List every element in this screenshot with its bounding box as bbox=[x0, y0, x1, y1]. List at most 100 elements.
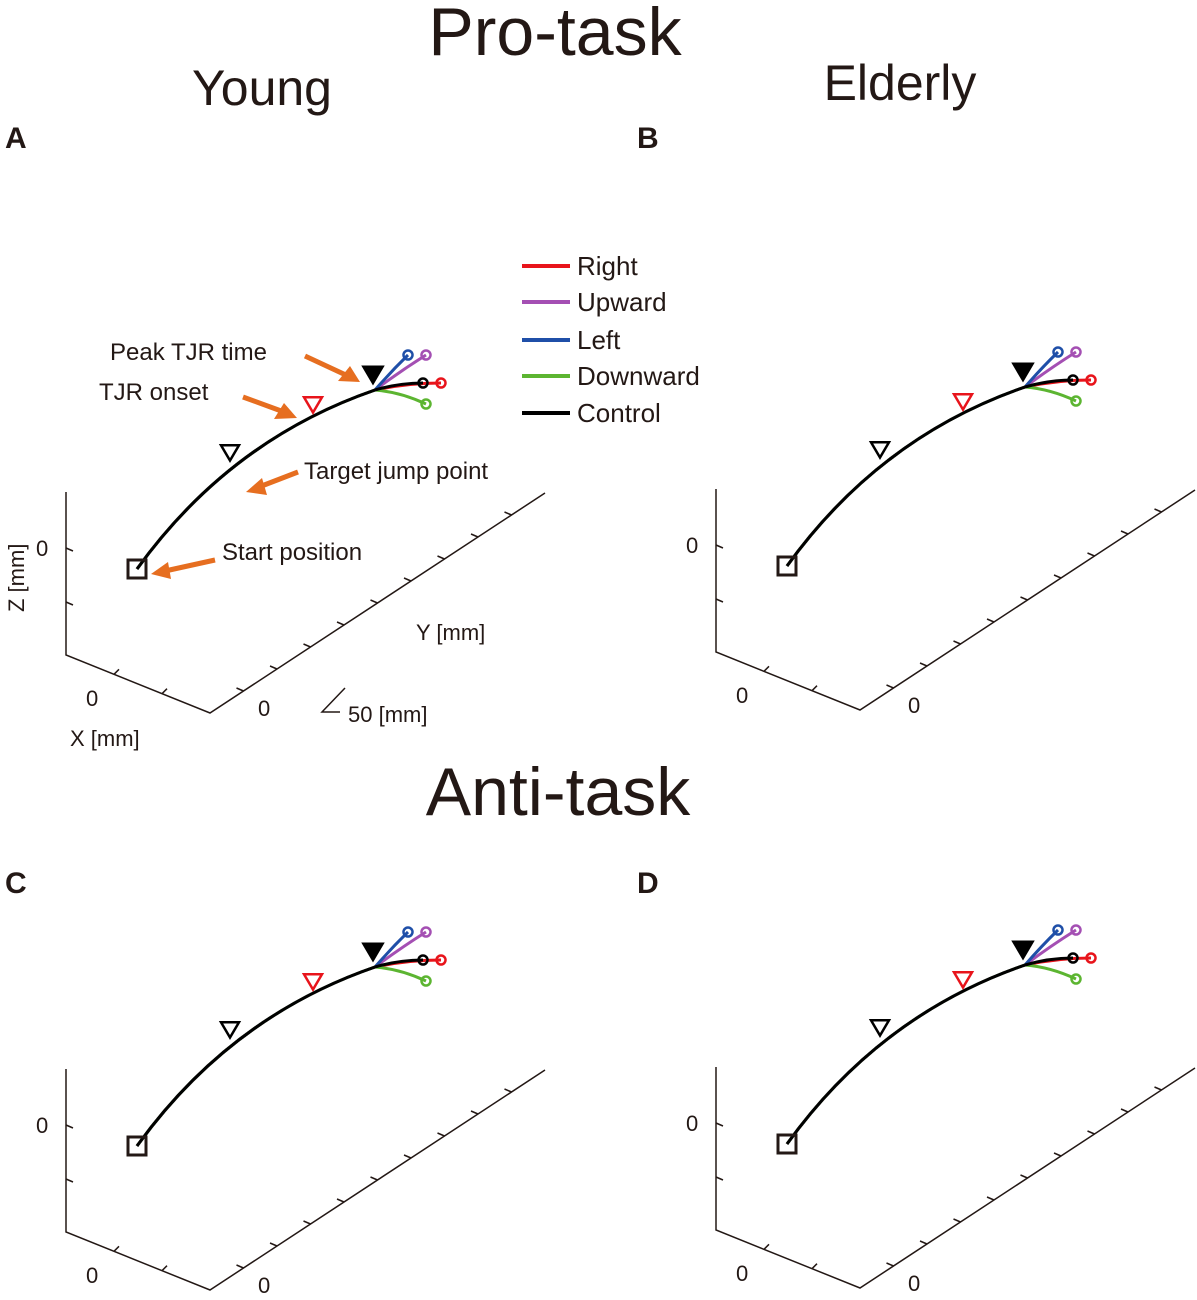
axis-frame bbox=[715, 489, 1196, 711]
arrow-peak-tjr bbox=[303, 353, 350, 379]
endpoint-right bbox=[1085, 952, 1097, 964]
trajectory-right bbox=[135, 958, 442, 1147]
trajectory-control bbox=[135, 381, 424, 570]
z-tick bbox=[65, 547, 74, 552]
z-tick bbox=[715, 598, 724, 603]
y-tick bbox=[1020, 1174, 1028, 1179]
trajectory-downward bbox=[785, 963, 1077, 1145]
panel-c-plot: 0 0 0 bbox=[36, 926, 546, 1298]
marker-tjr-onset bbox=[951, 971, 975, 991]
x-tick bbox=[811, 685, 818, 692]
y-tick bbox=[986, 618, 995, 623]
legend-label-left: Left bbox=[577, 325, 621, 355]
y-axis-label: Y [mm] bbox=[416, 620, 485, 645]
y-tick bbox=[403, 1154, 412, 1159]
endpoint-control bbox=[1067, 374, 1079, 386]
arrowhead-tjr-onset bbox=[274, 403, 297, 419]
x-tick bbox=[161, 1265, 168, 1272]
endpoint-left bbox=[402, 926, 414, 938]
z-tick bbox=[715, 1122, 724, 1127]
y-tick bbox=[437, 1132, 445, 1137]
y-tick bbox=[403, 577, 412, 582]
legend-label-downward: Downward bbox=[577, 361, 700, 391]
marker-target-jump bbox=[218, 1021, 242, 1041]
x-tick bbox=[113, 1245, 120, 1252]
trajectories-c bbox=[135, 926, 447, 1147]
annotation-target-jump: Target jump point bbox=[304, 458, 488, 485]
arrowhead-peak-tjr bbox=[338, 366, 360, 382]
endpoint-left bbox=[1052, 346, 1064, 358]
y-tick bbox=[370, 599, 378, 604]
endpoint-upward bbox=[1070, 924, 1082, 936]
y-tick bbox=[1120, 1108, 1129, 1113]
marker-target-jump bbox=[868, 441, 892, 461]
marker-peak-tjr bbox=[361, 942, 385, 963]
endpoint-downward bbox=[420, 975, 432, 987]
marker-peak-tjr bbox=[1011, 940, 1035, 961]
legend: Right Upward Left Downward Control bbox=[522, 251, 700, 428]
trajectory-downward bbox=[135, 965, 427, 1147]
y-tick bbox=[886, 684, 894, 689]
arrowhead-start-position bbox=[151, 562, 171, 579]
y-tick-label-zero: 0 bbox=[908, 1271, 920, 1296]
x-tick bbox=[161, 688, 168, 695]
trajectory-left bbox=[135, 930, 410, 1147]
endpoint-downward bbox=[1070, 973, 1082, 985]
y-tick-label-zero: 0 bbox=[908, 693, 920, 718]
z-tick bbox=[65, 601, 74, 606]
panel-b-plot: 0 0 0 bbox=[686, 346, 1196, 718]
trajectories-b bbox=[785, 346, 1097, 567]
axis-frame bbox=[65, 492, 546, 714]
y-tick bbox=[1053, 1152, 1062, 1157]
axis-frame bbox=[65, 1069, 546, 1291]
young-column-title: Young bbox=[192, 60, 332, 116]
y-tick bbox=[886, 1262, 894, 1267]
legend-label-upward: Upward bbox=[577, 287, 667, 317]
anti-task-title: Anti-task bbox=[426, 754, 692, 830]
scale-bar bbox=[320, 687, 346, 713]
panel-letter-a: A bbox=[5, 122, 27, 155]
y-tick bbox=[1053, 574, 1062, 579]
y-tick bbox=[1154, 508, 1162, 513]
y-tick bbox=[470, 1110, 479, 1115]
trajectory-control bbox=[785, 956, 1074, 1145]
endpoint-upward bbox=[420, 349, 432, 361]
x-tick-label-zero: 0 bbox=[736, 683, 748, 708]
endpoint-right bbox=[1085, 374, 1097, 386]
x-tick-label-zero: 0 bbox=[86, 686, 98, 711]
axes-c: 0 0 0 bbox=[36, 1069, 546, 1298]
y-tick bbox=[370, 1176, 378, 1181]
axes-b: 0 0 0 bbox=[686, 489, 1196, 718]
y-tick-label-zero: 0 bbox=[258, 696, 270, 721]
marker-tjr-onset bbox=[951, 393, 975, 413]
y-tick bbox=[470, 533, 479, 538]
trajectory-control bbox=[135, 958, 424, 1147]
panel-letter-b: B bbox=[637, 122, 659, 155]
y-tick bbox=[269, 665, 278, 670]
marker-peak-tjr bbox=[1011, 362, 1035, 383]
trajectory-left bbox=[785, 928, 1060, 1145]
y-tick bbox=[953, 1218, 961, 1223]
elderly-column-title: Elderly bbox=[824, 55, 977, 111]
endpoint-right bbox=[435, 377, 447, 389]
annotation-peak-tjr: Peak TJR time bbox=[110, 339, 267, 366]
panel-a-plot: 0 0 0 bbox=[36, 349, 546, 721]
y-tick bbox=[1120, 530, 1129, 535]
x-tick bbox=[763, 665, 770, 672]
panel-letter-d: D bbox=[637, 867, 659, 900]
trajectories-a bbox=[135, 349, 447, 570]
marker-target-jump bbox=[218, 444, 242, 464]
y-tick bbox=[303, 643, 311, 648]
axes-d: 0 0 0 bbox=[686, 1067, 1196, 1296]
x-axis-label: X [mm] bbox=[70, 726, 140, 751]
annotations: Peak TJR time TJR onset Target jump poin… bbox=[99, 339, 488, 579]
y-tick bbox=[437, 555, 445, 560]
y-tick bbox=[919, 1240, 928, 1245]
endpoint-control bbox=[417, 954, 429, 966]
trajectories-d bbox=[785, 924, 1097, 1145]
arrow-tjr-onset bbox=[242, 394, 285, 415]
z-tick-label-zero: 0 bbox=[36, 1113, 48, 1138]
y-tick bbox=[236, 687, 244, 692]
scale-bar-label: 50 [mm] bbox=[348, 702, 427, 727]
